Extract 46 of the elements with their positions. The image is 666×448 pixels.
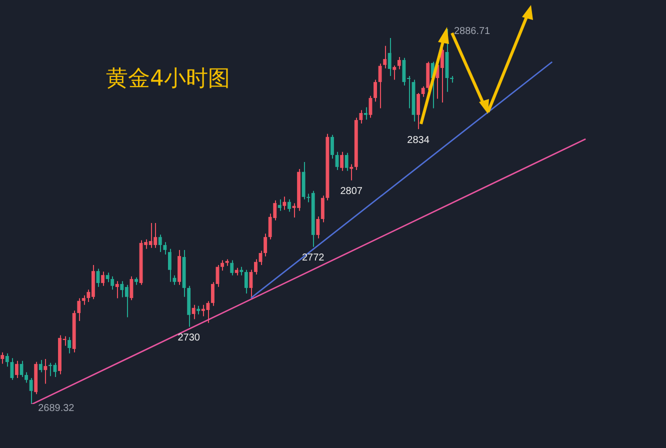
candlestick (168, 248, 172, 282)
candlestick (364, 106, 368, 120)
candlestick (101, 271, 104, 286)
candlestick (115, 280, 119, 299)
candlestick (77, 298, 81, 322)
candlestick (359, 110, 363, 124)
candlestick (254, 258, 258, 275)
annotation: 2807 (340, 186, 363, 198)
candlestick (15, 360, 18, 379)
candlestick (383, 45, 387, 69)
candlestick (392, 64, 396, 80)
candlestick (110, 276, 114, 290)
annotation: 2689.32 (38, 402, 75, 414)
candlestick (282, 196, 286, 210)
candlestick (192, 304, 196, 320)
candlestick (211, 282, 214, 306)
annotation: 2834 (407, 134, 430, 146)
candlestick (158, 234, 162, 253)
annotation: 2730 (178, 332, 200, 344)
candlestick (288, 198, 291, 212)
candlestick (378, 63, 382, 109)
candlestick (350, 164, 354, 181)
candlestick (388, 37, 392, 76)
candlestick (316, 216, 320, 239)
candlestick (397, 56, 401, 70)
candlestick (340, 151, 344, 172)
candlestick (230, 260, 234, 276)
candlestick (29, 378, 33, 404)
text: 黄金4小时图 (106, 66, 230, 92)
candlestick (68, 336, 72, 354)
candlestick (344, 152, 348, 172)
annotation: 2772 (302, 252, 325, 264)
candlestick (244, 269, 248, 294)
annotation: 2886.71 (454, 26, 491, 37)
candlestick (330, 134, 334, 160)
candlestick (0, 352, 4, 364)
candlestick (278, 198, 282, 212)
candlestick (10, 358, 14, 380)
candlestick (163, 242, 167, 256)
candlestick (374, 79, 377, 102)
candlestick (5, 352, 9, 368)
candlestick (416, 92, 420, 130)
candlestick (130, 276, 134, 301)
candlestick (38, 359, 42, 373)
candlestick (421, 86, 425, 98)
candlestick (44, 358, 48, 384)
